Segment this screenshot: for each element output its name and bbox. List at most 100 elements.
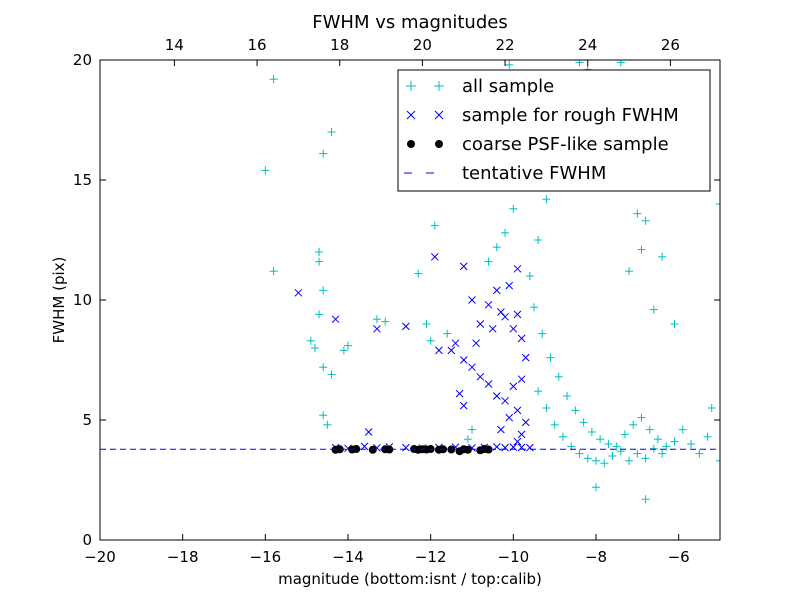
rough-fwhm-point — [505, 281, 514, 290]
y-tick-label: 0 — [82, 531, 92, 549]
all-sample-point — [550, 420, 559, 429]
all-sample-point — [649, 305, 658, 314]
y-tick-label: 20 — [73, 51, 92, 69]
all-sample-point — [596, 435, 605, 444]
y-tick-label: 15 — [73, 171, 92, 189]
all-sample-point — [616, 60, 625, 67]
all-sample-point — [625, 267, 634, 276]
rough-fwhm-point — [513, 264, 522, 273]
all-sample-point — [269, 267, 278, 276]
top-tick-label: 24 — [578, 36, 597, 54]
rough-fwhm-point — [430, 252, 439, 261]
all-sample-point — [604, 440, 613, 448]
all-sample-point — [625, 456, 634, 465]
psf-like-point — [463, 445, 472, 454]
rough-fwhm-point — [509, 382, 518, 391]
all-sample-point — [463, 435, 472, 444]
legend-label-psf-like: coarse PSF-like sample — [462, 134, 669, 155]
legend-cross-icon — [406, 110, 444, 120]
legend-plus-icon — [406, 81, 444, 91]
all-sample-point — [443, 329, 452, 338]
rough-fwhm-point — [447, 346, 456, 355]
all-sample-point — [658, 449, 667, 458]
rough-fwhm-point — [402, 322, 410, 331]
all-sample-point — [587, 428, 596, 436]
rough-fwhm-point — [501, 443, 509, 452]
all-sample-point — [327, 128, 336, 136]
all-sample-point — [670, 437, 679, 446]
rough-fwhm-point — [492, 286, 501, 295]
y-axis-label: FWHM (pix) — [50, 257, 68, 344]
rough-fwhm-point — [459, 262, 468, 271]
all-sample-point — [546, 353, 555, 362]
all-sample-point — [637, 413, 646, 422]
all-sample-point — [269, 75, 278, 84]
rough-fwhm-point — [517, 375, 526, 384]
rough-fwhm-point — [484, 300, 493, 309]
rough-fwhm-point — [402, 443, 410, 452]
all-sample-point — [554, 372, 563, 381]
all-sample-point — [616, 447, 625, 456]
all-sample-point — [492, 243, 501, 252]
all-sample-point — [592, 483, 600, 492]
legend-label-tentative-fwhm: tentative FWHM — [462, 163, 606, 184]
rough-fwhm-point — [459, 356, 468, 364]
all-sample-point — [261, 166, 270, 175]
rough-fwhm-point — [364, 428, 373, 436]
all-sample-point — [703, 432, 712, 441]
x-tick-label: −8 — [585, 548, 607, 566]
all-sample-point — [608, 452, 617, 460]
all-sample-point — [319, 411, 328, 420]
rough-fwhm-point — [509, 324, 518, 333]
rough-fwhm-point — [484, 380, 493, 388]
all-sample-point — [707, 404, 716, 412]
all-sample-point — [583, 454, 592, 463]
all-sample-point — [414, 269, 423, 278]
all-sample-point — [319, 363, 328, 372]
rough-fwhm-point — [501, 396, 509, 405]
rough-fwhm-point — [468, 363, 476, 372]
top-tick-label: 20 — [413, 36, 432, 54]
legend-box — [397, 69, 711, 192]
all-sample-point — [530, 303, 538, 312]
rough-fwhm-point — [513, 437, 522, 446]
all-sample-point — [468, 425, 476, 434]
top-tick-label: 18 — [330, 36, 349, 54]
rough-fwhm-point — [451, 339, 460, 348]
all-sample-point — [641, 454, 650, 463]
rough-fwhm-point — [517, 430, 526, 439]
rough-fwhm-point — [468, 296, 476, 304]
rough-fwhm-point — [521, 353, 530, 362]
all-sample-point — [678, 425, 687, 434]
top-tick-label: 22 — [496, 36, 515, 54]
psf-like-point — [335, 445, 344, 454]
x-tick-label: −18 — [167, 548, 199, 566]
all-sample-point — [534, 236, 543, 244]
x-tick-label: −16 — [250, 548, 282, 566]
all-sample-point — [484, 257, 493, 266]
rough-fwhm-point — [294, 288, 303, 297]
all-sample-point — [633, 209, 642, 218]
all-sample-point — [315, 310, 324, 319]
rough-fwhm-point — [517, 334, 526, 343]
psf-like-point — [484, 445, 493, 454]
all-sample-point — [319, 286, 328, 295]
legend-dot-icon — [407, 140, 443, 148]
all-sample-point — [716, 200, 720, 208]
y-tick-label: 5 — [82, 411, 92, 429]
all-sample-point — [571, 406, 580, 415]
all-sample-point — [534, 387, 543, 396]
psf-like-point — [385, 445, 394, 454]
rough-fwhm-point — [488, 324, 497, 333]
all-sample-point — [310, 344, 319, 352]
all-sample-point — [315, 257, 324, 266]
all-sample-point — [687, 440, 696, 448]
rough-fwhm-point — [501, 312, 509, 321]
axis-ticks: −20 −18 −16 −14 −12 −10 −8 −6 0 5 10 15 20 14 16 18 20 22… — [73, 36, 720, 566]
rough-fwhm-point — [476, 320, 485, 328]
all-sample-point — [323, 420, 332, 429]
psf-like-point — [352, 445, 361, 454]
all-sample-point — [426, 336, 435, 345]
all-sample-point — [612, 442, 621, 451]
